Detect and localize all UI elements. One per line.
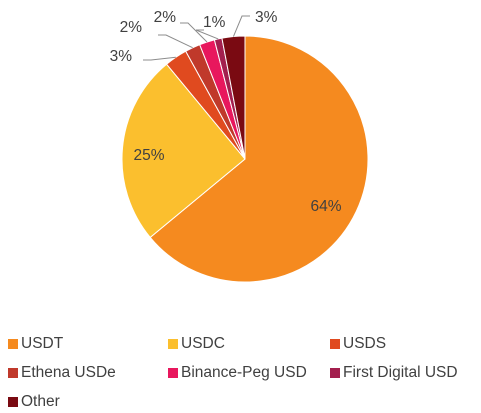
legend-swatch-usdt	[8, 339, 18, 349]
legend-label-binance-peg-usd: Binance-Peg USD	[181, 364, 307, 381]
legend-item-usds: USDS	[330, 335, 386, 353]
legend-swatch-first-digital-usd	[330, 368, 340, 378]
leader-line-first-digital-usd	[195, 29, 219, 40]
legend-swatch-usds	[330, 339, 340, 349]
data-label-usds: 3%	[110, 48, 133, 65]
legend-item-first-digital-usd: First Digital USD	[330, 364, 458, 382]
leader-line-other	[232, 15, 250, 37]
legend-label-other: Other	[21, 393, 60, 410]
pie-chart: 64% 25% 3% 2% 2% 1% 3%	[110, 9, 369, 283]
data-label-binance-peg-usd: 2%	[154, 9, 177, 26]
legend-item-other: Other	[8, 393, 60, 411]
legend-swatch-binance-peg-usd	[168, 368, 178, 378]
data-label-first-digital-usd: 1%	[203, 14, 226, 31]
leader-line-ethena-usde	[158, 34, 193, 49]
legend-swatch-other	[8, 397, 18, 407]
leader-lines	[143, 15, 250, 61]
legend-label-usdc: USDC	[181, 335, 225, 352]
legend-item-ethena-usde: Ethena USDe	[8, 364, 116, 382]
legend-label-usds: USDS	[343, 335, 387, 352]
data-label-usdc: 25%	[133, 147, 164, 164]
data-label-usdt: 64%	[310, 198, 341, 215]
leader-line-usds	[143, 56, 176, 61]
pie-slice-usdc	[121, 63, 246, 239]
legend-item-binance-peg-usd: Binance-Peg USD	[168, 364, 307, 382]
legend-label-ethena-usde: Ethena USDe	[21, 364, 116, 381]
legend-swatch-usdc	[168, 339, 178, 349]
legend-item-usdt: USDT	[8, 335, 63, 353]
legend-item-usdc: USDC	[168, 335, 225, 353]
data-labels: 64% 25% 3% 2% 2% 1% 3%	[110, 9, 342, 215]
data-label-other: 3%	[255, 9, 278, 26]
legend-swatch-ethena-usde	[8, 368, 18, 378]
leader-line-binance-peg-usd	[180, 22, 208, 43]
pie-slice-usdt	[149, 35, 369, 283]
data-label-ethena-usde: 2%	[120, 19, 143, 36]
pie-slice-other	[221, 35, 246, 160]
pie-slices	[121, 35, 369, 283]
legend-label-usdt: USDT	[21, 335, 64, 352]
legend-label-first-digital-usd: First Digital USD	[343, 364, 458, 381]
